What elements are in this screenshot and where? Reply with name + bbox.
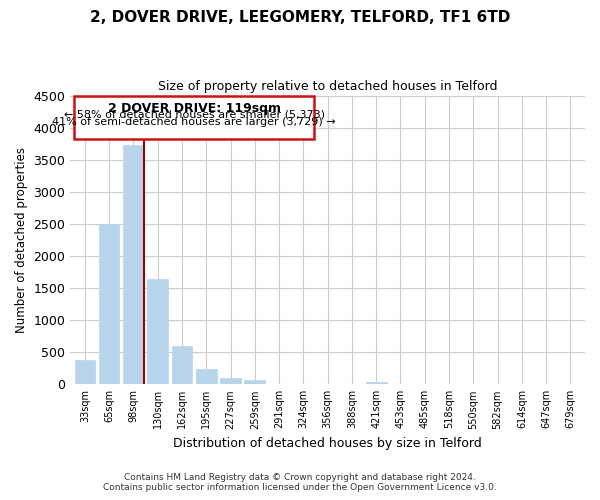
Text: ← 58% of detached houses are smaller (5,373): ← 58% of detached houses are smaller (5,…	[64, 110, 325, 120]
Bar	[196, 369, 217, 384]
Text: 41% of semi-detached houses are larger (3,729) →: 41% of semi-detached houses are larger (…	[52, 118, 336, 128]
Bar	[74, 96, 314, 138]
Bar	[99, 224, 119, 384]
Bar	[74, 360, 95, 384]
Bar	[220, 378, 241, 384]
Text: 2, DOVER DRIVE, LEEGOMERY, TELFORD, TF1 6TD: 2, DOVER DRIVE, LEEGOMERY, TELFORD, TF1 …	[90, 10, 510, 25]
Title: Size of property relative to detached houses in Telford: Size of property relative to detached ho…	[158, 80, 497, 93]
Text: 2 DOVER DRIVE: 119sqm: 2 DOVER DRIVE: 119sqm	[107, 102, 281, 114]
Bar	[172, 346, 192, 385]
Y-axis label: Number of detached properties: Number of detached properties	[15, 147, 28, 333]
Bar	[123, 145, 144, 384]
Bar	[366, 382, 386, 384]
Text: Contains HM Land Registry data © Crown copyright and database right 2024.
Contai: Contains HM Land Registry data © Crown c…	[103, 473, 497, 492]
Bar	[244, 380, 265, 384]
X-axis label: Distribution of detached houses by size in Telford: Distribution of detached houses by size …	[173, 437, 482, 450]
Bar	[148, 279, 168, 384]
